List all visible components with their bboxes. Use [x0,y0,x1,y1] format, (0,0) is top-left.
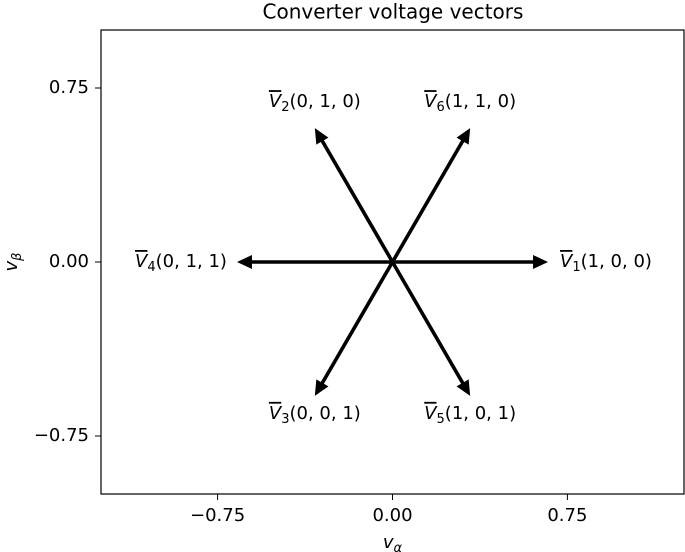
vector-arrow [236,255,393,269]
vector-arrow [314,128,395,263]
vector-sub: 6 [437,100,445,115]
chart-title: Converter voltage vectors [263,0,524,24]
vector-name: V [135,251,149,272]
vector-tuple: (0, 0, 1) [290,403,361,424]
vector-arrow [314,261,395,396]
x-tick-label: −0.75 [190,505,245,526]
vector-tuple: (1, 1, 0) [445,91,516,112]
vector-name: V [424,403,438,424]
y-tick-label: 0.00 [49,251,89,272]
vector-tuple: (1, 0, 1) [445,403,516,424]
vector-name: V [269,91,283,112]
y-axis-label-sub: β [10,253,25,262]
y-axis-label: vβ [1,253,25,272]
vector-sub: 4 [147,260,155,275]
vector-label: V3(0, 0, 1) [269,403,361,427]
vector-tuple: (1, 0, 0) [581,251,652,272]
y-axis-label-base: v [1,260,22,271]
vector-tuple: (0, 1, 1) [156,251,227,272]
vector-sub: 1 [572,260,580,275]
vector-arrow [392,255,549,269]
x-axis-label: vα [383,532,403,552]
vector-label: V2(0, 1, 0) [269,91,361,115]
vector-name: V [269,403,283,424]
vector-tuple: (0, 1, 0) [290,91,361,112]
x-tick-label: 0.00 [372,505,412,526]
vector-label: V5(1, 0, 1) [424,403,516,427]
x-axis-label-base: v [383,532,394,552]
vector-sub: 2 [281,100,289,115]
y-tick-label: −0.75 [34,425,89,446]
vector-label: V1(1, 0, 0) [560,251,652,275]
x-tick-label: 0.75 [547,505,587,526]
vector-name: V [424,91,438,112]
vector-name: V [560,251,574,272]
vector-label: V4(0, 1, 1) [135,251,227,275]
vector-label: V6(1, 1, 0) [424,91,516,115]
y-tick-label: 0.75 [49,77,89,98]
x-axis-label-sub: α [394,541,403,552]
vector-arrow [390,261,471,396]
vector-sub: 5 [437,411,445,426]
vector-sub: 3 [281,411,289,426]
vector-arrow [390,128,471,263]
